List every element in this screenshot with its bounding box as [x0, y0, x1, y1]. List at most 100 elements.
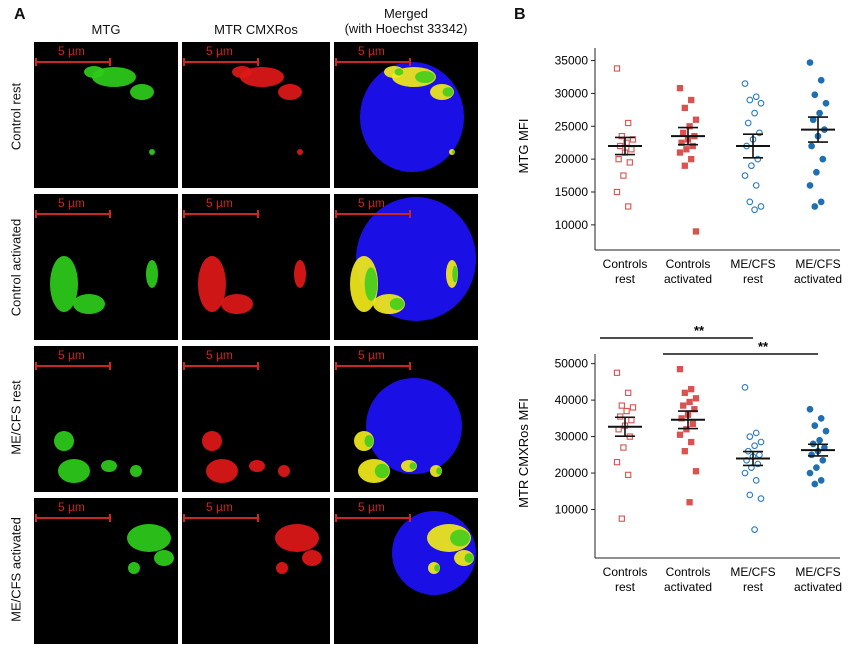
x-tick-label: activated	[664, 580, 712, 594]
scale-bar-label: 5 µm	[58, 196, 85, 210]
scale-bar-label: 5 µm	[206, 44, 233, 58]
data-point	[806, 59, 814, 66]
data-point	[625, 203, 632, 210]
data-point	[748, 162, 755, 170]
data-point	[811, 91, 819, 99]
mitochondria-stain	[221, 294, 253, 314]
data-point	[744, 119, 752, 127]
data-point	[741, 172, 749, 179]
mitochondria-stain	[84, 66, 104, 78]
mitochondria-stain	[450, 529, 470, 547]
data-point	[692, 228, 700, 235]
data-point	[680, 402, 687, 409]
x-tick-label: Controls	[603, 565, 648, 579]
data-point	[689, 420, 696, 427]
data-point	[692, 468, 700, 475]
data-point	[751, 526, 758, 533]
data-point	[741, 80, 749, 87]
x-tick-label: activated	[664, 272, 712, 286]
data-point	[822, 427, 830, 435]
row-label-control-rest: Control rest	[8, 82, 24, 151]
micrograph-mecfs-activated-merged: 5 µm	[334, 498, 478, 644]
scale-bar-label: 5 µm	[58, 500, 85, 514]
mitochondria-stain	[146, 260, 158, 288]
micrograph-image	[35, 514, 174, 574]
data-point	[623, 407, 630, 415]
micrograph-control-activated-merged: 5 µm	[334, 194, 478, 340]
mitochondria-stain	[278, 465, 290, 477]
data-point	[620, 172, 627, 179]
significance-label: **	[694, 323, 705, 338]
mitochondria-stain	[50, 256, 78, 312]
micrograph-control-rest-mtr: 5 µm	[182, 42, 330, 188]
data-point	[683, 146, 690, 153]
data-point	[628, 146, 635, 153]
mitochondria-stain	[302, 550, 322, 566]
y-tick-label: 25000	[555, 119, 589, 133]
mitochondria-stain	[464, 553, 474, 563]
scale-bar-label: 5 µm	[58, 348, 85, 362]
x-tick-label: Controls	[666, 565, 711, 579]
mitochondria-stain	[364, 267, 378, 301]
data-point	[618, 515, 625, 522]
micrograph-mecfs-rest-merged: 5 µm	[334, 346, 478, 492]
scale-bar-label: 5 µm	[358, 196, 385, 210]
data-point	[626, 159, 633, 166]
data-point	[680, 129, 687, 137]
scale-bar-label: 5 µm	[358, 500, 385, 514]
data-point	[686, 499, 693, 506]
scale-bar-label: 5 µm	[58, 44, 85, 58]
data-point	[628, 417, 635, 424]
data-point	[752, 429, 760, 437]
mitochondria-stain	[294, 260, 306, 288]
data-point	[681, 162, 688, 169]
micrograph-control-rest-mtg: 5 µm	[34, 42, 178, 188]
x-tick-label: rest	[743, 580, 764, 594]
mitochondria-stain	[436, 467, 442, 475]
x-tick-label: rest	[615, 580, 636, 594]
y-tick-label: 50000	[555, 357, 589, 371]
panel-a-letter: A	[14, 6, 26, 23]
y-axis-label: MTG MFI	[516, 119, 531, 174]
significance-label: **	[758, 339, 769, 354]
y-tick-label: 40000	[555, 393, 589, 407]
data-point	[741, 384, 749, 391]
y-tick-label: 35000	[555, 54, 589, 68]
mitochondria-stain	[73, 294, 105, 314]
data-point	[819, 456, 827, 464]
data-point	[811, 203, 819, 210]
nucleus-stain	[366, 378, 462, 474]
data-point	[625, 389, 632, 396]
micrograph-mecfs-activated-mtr: 5 µm	[182, 498, 330, 644]
column-header-merged: Merged (with Hoechst 33342)	[334, 6, 478, 36]
data-point	[813, 464, 820, 471]
micrograph-image	[183, 514, 322, 574]
mitochondria-stain	[415, 71, 435, 83]
x-tick-label: Controls	[666, 257, 711, 271]
mitochondria-stain	[54, 431, 74, 451]
micrograph-image	[183, 362, 290, 483]
mitochondria-stain	[276, 562, 288, 574]
data-point	[816, 436, 823, 444]
data-point	[618, 402, 625, 409]
mitochondria-stain	[278, 84, 302, 100]
data-point	[689, 142, 696, 150]
data-point	[613, 65, 621, 72]
column-header-mtg: MTG	[34, 22, 178, 37]
data-point	[615, 155, 622, 163]
micrograph-image	[335, 511, 476, 595]
data-point	[678, 415, 685, 422]
micrograph-mecfs-activated-mtg: 5 µm	[34, 498, 178, 644]
mitochondria-stain	[452, 150, 455, 154]
x-tick-label: Controls	[603, 257, 648, 271]
data-point	[613, 188, 621, 196]
y-tick-label: 30000	[555, 86, 589, 100]
data-point	[620, 444, 627, 451]
scale-bar-label: 5 µm	[206, 348, 233, 362]
x-tick-label: ME/CFS	[795, 257, 840, 271]
x-tick-label: ME/CFS	[730, 565, 775, 579]
data-point	[746, 433, 754, 440]
micrograph-control-rest-merged: 5 µm	[334, 42, 478, 188]
mtg-mfi-plot: MTG MFI 10000 15000 20000 25000 30000 35000 Con…	[516, 48, 842, 286]
nucleus-stain	[356, 197, 476, 321]
